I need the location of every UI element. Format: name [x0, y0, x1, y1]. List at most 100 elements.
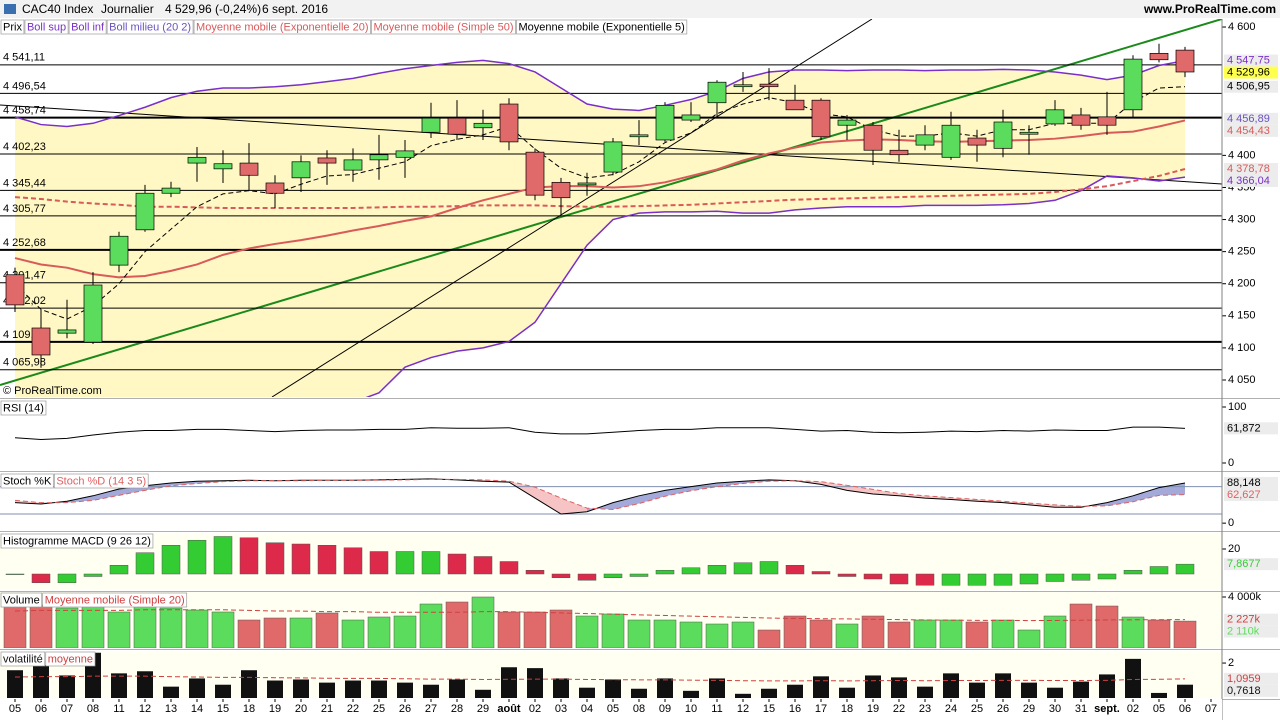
x-tick-label: 30 [1049, 703, 1061, 715]
bar [705, 623, 729, 648]
candle-body [317, 157, 337, 164]
bar [213, 536, 233, 575]
x-tick-label: 15 [763, 703, 775, 715]
bar [111, 673, 127, 698]
bar [291, 543, 311, 575]
value-tag [1224, 80, 1278, 93]
period: Journalier [101, 2, 154, 16]
bar [421, 551, 441, 575]
series-line [14, 119, 1186, 279]
candle-body [5, 274, 25, 306]
site[interactable]: www.ProRealTime.com [1143, 2, 1276, 16]
bar [967, 573, 987, 586]
legend-box [193, 19, 371, 35]
candle-body [863, 124, 883, 151]
legend-entry: Boll milieu (20 2) [109, 21, 191, 33]
panel-background [0, 533, 1222, 590]
level-label: 4 402,23 [3, 141, 46, 153]
cross-fill [1107, 495, 1133, 506]
panel-background [0, 400, 1222, 470]
cross-fill [925, 495, 951, 500]
band-fill [15, 60, 1185, 397]
x-tick-label: 11 [113, 703, 124, 715]
bar [109, 565, 129, 575]
candle-body [1045, 109, 1065, 125]
value-tag [1224, 124, 1278, 137]
candle-body [1123, 58, 1143, 111]
bar [267, 680, 283, 698]
bar [471, 596, 495, 648]
bar [397, 682, 413, 698]
candle-body [31, 327, 51, 356]
bar [1099, 674, 1115, 698]
trend-line [0, 19, 1222, 386]
bar [83, 573, 103, 577]
x-tick-label: 10 [685, 703, 697, 715]
bar [787, 684, 803, 698]
y-tick-label: 4 000k [1228, 591, 1262, 603]
x-tick-label: 18 [841, 703, 853, 715]
bar [237, 619, 261, 648]
x-tick-label: 27 [425, 703, 437, 715]
candle-body [187, 156, 207, 164]
bar [107, 611, 131, 648]
x-tick-label: 20 [295, 703, 307, 715]
bar [679, 621, 703, 648]
legend-entry: RSI (14) [3, 402, 44, 414]
bar [33, 665, 49, 698]
bar [731, 621, 755, 648]
x-tick-label: 09 [659, 703, 671, 715]
bar [293, 679, 309, 698]
legend-entry: Histogramme MACD (9 26 12) [3, 535, 151, 547]
x-tick-label: 07 [61, 703, 73, 715]
bar [501, 667, 517, 698]
bar [605, 679, 621, 698]
legend-box [516, 19, 688, 35]
value-tag-label: 4 506,95 [1227, 81, 1270, 93]
bar [367, 616, 391, 648]
bar [525, 570, 545, 575]
last-price: 4 529,96 (-0,24%) [165, 2, 261, 16]
legend-entry: Moyenne mobile (Simple 50) [373, 21, 513, 33]
bar [889, 573, 909, 585]
bar [419, 603, 443, 648]
candle-body [967, 137, 987, 146]
x-tick-label: 16 [789, 703, 801, 715]
x-tick-label: 12 [737, 703, 749, 715]
candle-body [811, 99, 831, 138]
bar [393, 615, 417, 648]
legend-entry: Moyenne mobile (Exponentielle 20) [196, 21, 368, 33]
bar [681, 567, 701, 575]
value-tag-label: 62,627 [1227, 489, 1261, 501]
x-tick-label: 11 [711, 703, 722, 715]
bar [497, 611, 521, 648]
x-tick-label: 25 [971, 703, 983, 715]
series-line [14, 59, 1186, 128]
value-tag-label: 4 378,78 [1227, 163, 1270, 175]
candle-body [291, 161, 311, 179]
bar [31, 573, 51, 583]
panel [0, 478, 1222, 515]
bar [1019, 573, 1039, 585]
legend-box [0, 400, 47, 416]
candle-body [603, 141, 623, 173]
legend-box [0, 651, 46, 667]
bar [135, 552, 155, 575]
cross-fill [93, 488, 119, 501]
bar [241, 670, 257, 698]
bar [1147, 619, 1171, 648]
value-tag-label: 4 456,89 [1227, 113, 1270, 125]
cross-fill [743, 479, 769, 484]
series-line [365, 175, 1186, 397]
app-icon [4, 4, 16, 14]
y-tick-label: 100 [1228, 401, 1246, 413]
value-tag [1224, 162, 1278, 175]
bar [1071, 573, 1091, 581]
bar [59, 675, 75, 698]
bar [757, 629, 781, 648]
y-tick-label: 2 [1228, 657, 1234, 669]
bar [1069, 603, 1093, 648]
bar [783, 615, 807, 648]
x-tick-label: 02 [1127, 703, 1139, 715]
